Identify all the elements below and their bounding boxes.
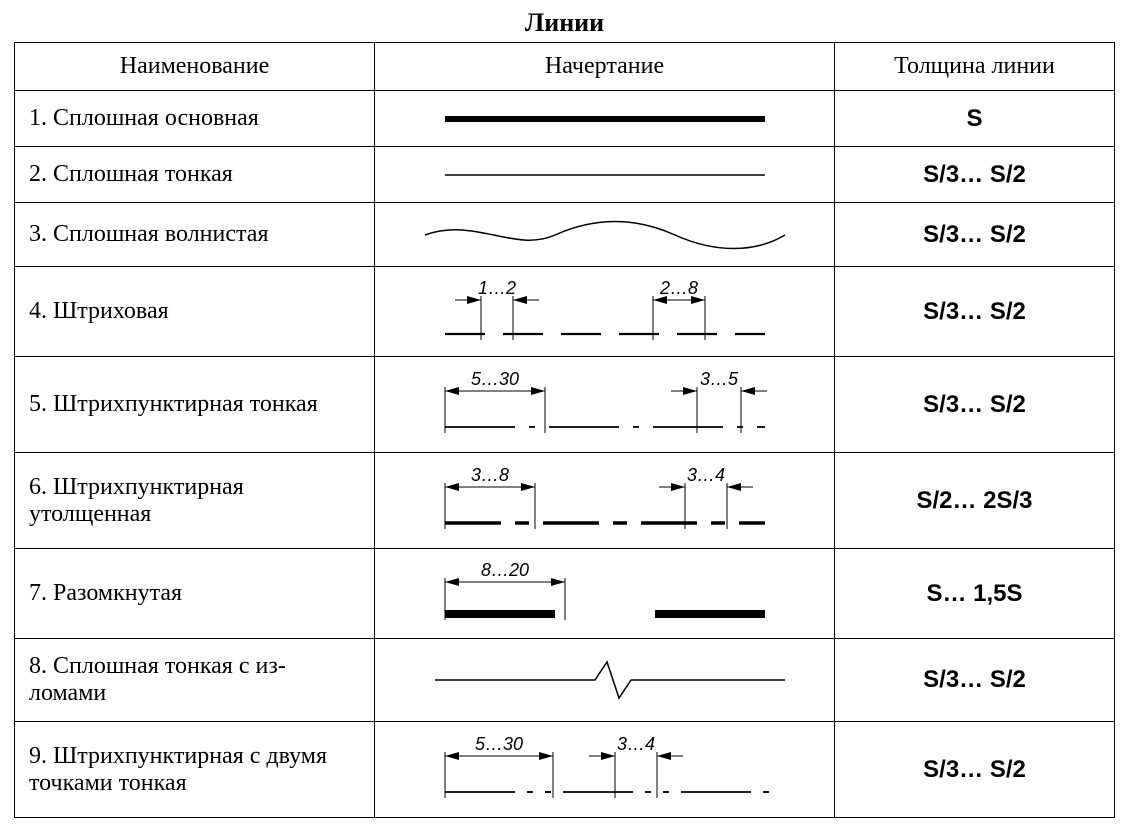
line-thickness: S… 1,5S	[835, 549, 1115, 639]
line-drawing	[375, 203, 835, 267]
line-name: 9. Штрихпунктирная с двумя точками тонка…	[15, 722, 375, 818]
line-drawing: 1…2 2…8	[375, 267, 835, 357]
svg-text:3…4: 3…4	[616, 734, 654, 754]
table-row: 6. Штрихпунктирная утолщенная 3…8 3…4 S/2… …	[15, 453, 1115, 549]
line-thickness: S/3… S/2	[835, 267, 1115, 357]
line-name: 2. Сплошная тонкая	[15, 147, 375, 203]
table-row: 2. Сплошная тонкая S/3… S/2	[15, 147, 1115, 203]
line-thickness: S/3… S/2	[835, 357, 1115, 453]
line-drawing: 3…8 3…4	[375, 453, 835, 549]
line-name: 6. Штрихпунктирная утолщенная	[15, 453, 375, 549]
line-thickness: S/3… S/2	[835, 147, 1115, 203]
line-drawing: 5…30 3…4	[375, 722, 835, 818]
line-drawing	[375, 91, 835, 147]
line-thickness: S/3… S/2	[835, 639, 1115, 722]
svg-text:2…8: 2…8	[658, 278, 697, 298]
table-row: 9. Штрихпунктирная с двумя точками тонка…	[15, 722, 1115, 818]
col-name-header: Наименование	[15, 43, 375, 91]
line-name: 4. Штриховая	[15, 267, 375, 357]
lines-table: Наименование Начертание Толщина линии 1.…	[14, 42, 1115, 818]
line-drawing	[375, 147, 835, 203]
svg-text:1…2: 1…2	[477, 278, 515, 298]
table-row: 1. Сплошная основная S	[15, 91, 1115, 147]
svg-text:3…5: 3…5	[699, 369, 738, 389]
svg-text:3…8: 3…8	[470, 465, 508, 485]
col-thickness-header: Толщина линии	[835, 43, 1115, 91]
svg-text:3…4: 3…4	[686, 465, 724, 485]
table-row: 7. Разомкнутая 8…20 S… 1,5S	[15, 549, 1115, 639]
page-title: Линии	[14, 8, 1115, 38]
svg-text:8…20: 8…20	[480, 560, 528, 580]
line-drawing: 5…30 3…5	[375, 357, 835, 453]
line-thickness: S/2… 2S/3	[835, 453, 1115, 549]
table-row: 3. Сплошная волнистая S/3… S/2	[15, 203, 1115, 267]
line-name: 8. Сплошная тонкая с из-ломами	[15, 639, 375, 722]
col-drawing-header: Начертание	[375, 43, 835, 91]
table-header-row: Наименование Начертание Толщина линии	[15, 43, 1115, 91]
line-thickness: S	[835, 91, 1115, 147]
line-name: 5. Штрихпунктирная тонкая	[15, 357, 375, 453]
line-thickness: S/3… S/2	[835, 203, 1115, 267]
table-row: 4. Штриховая 1…2 2…8 S/3… S/2	[15, 267, 1115, 357]
svg-text:5…30: 5…30	[470, 369, 518, 389]
table-row: 8. Сплошная тонкая с из-ломами S/3… S/2	[15, 639, 1115, 722]
svg-text:5…30: 5…30	[474, 734, 522, 754]
line-drawing: 8…20	[375, 549, 835, 639]
lines-table-page: Линии Наименование Начертание Толщина ли…	[0, 0, 1129, 838]
line-name: 3. Сплошная волнистая	[15, 203, 375, 267]
line-drawing	[375, 639, 835, 722]
table-row: 5. Штрихпунктирная тонкая 5…30 3…5 S/3… S/2	[15, 357, 1115, 453]
line-name: 7. Разомкнутая	[15, 549, 375, 639]
line-thickness: S/3… S/2	[835, 722, 1115, 818]
line-name: 1. Сплошная основная	[15, 91, 375, 147]
